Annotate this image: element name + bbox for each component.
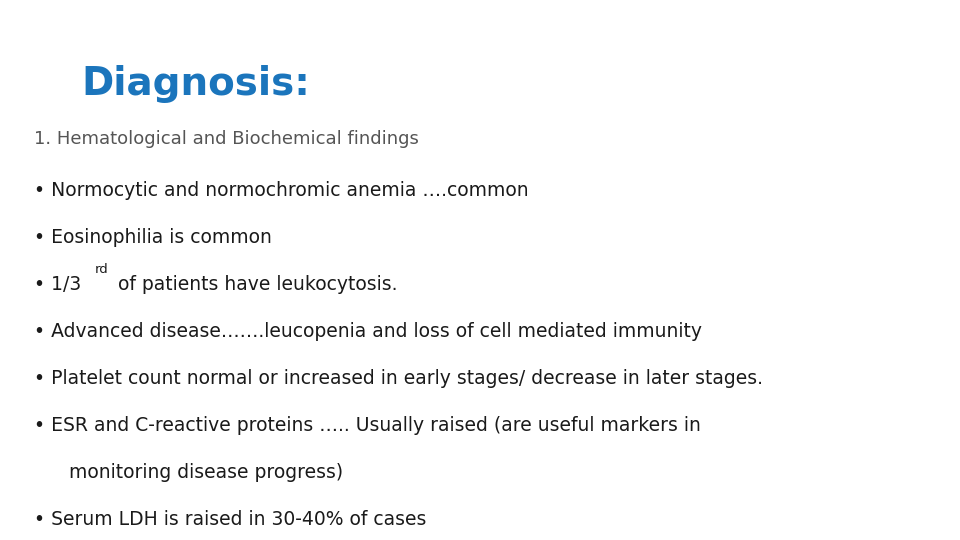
Text: • 1/3: • 1/3 [34, 275, 81, 294]
Text: • Platelet count normal or increased in early stages/ decrease in later stages.: • Platelet count normal or increased in … [34, 369, 762, 388]
Text: • Advanced disease…….leucopenia and loss of cell mediated immunity: • Advanced disease…….leucopenia and loss… [34, 322, 702, 341]
Text: • Serum LDH is raised in 30-40% of cases: • Serum LDH is raised in 30-40% of cases [34, 510, 426, 529]
Text: • Normocytic and normochromic anemia ….common: • Normocytic and normochromic anemia ….c… [34, 181, 528, 200]
Text: • ESR and C-reactive proteins ….. Usually raised (are useful markers in: • ESR and C-reactive proteins ….. Usuall… [34, 416, 701, 435]
Text: 1. Hematological and Biochemical findings: 1. Hematological and Biochemical finding… [34, 130, 419, 147]
Text: of patients have leukocytosis.: of patients have leukocytosis. [112, 275, 397, 294]
Text: Diagnosis:: Diagnosis: [82, 65, 310, 103]
Text: monitoring disease progress): monitoring disease progress) [69, 463, 344, 482]
Text: rd: rd [95, 263, 108, 276]
Text: • Eosinophilia is common: • Eosinophilia is common [34, 228, 272, 247]
